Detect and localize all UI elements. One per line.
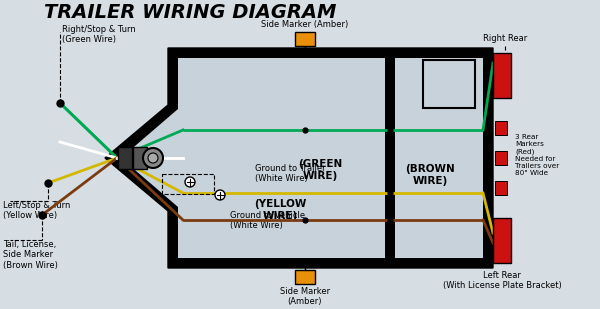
Bar: [295, 270, 315, 284]
Text: TRAILER WIRING DIAGRAM: TRAILER WIRING DIAGRAM: [44, 3, 336, 23]
Text: (GREEN
WIRE): (GREEN WIRE): [298, 159, 342, 181]
Text: (BROWN
WIRE): (BROWN WIRE): [405, 164, 455, 186]
Bar: [493, 218, 511, 263]
Bar: [495, 151, 507, 165]
Text: Right Rear: Right Rear: [483, 34, 527, 43]
Bar: [385, 58, 395, 258]
Polygon shape: [121, 58, 483, 258]
Text: Side Marker
(Amber): Side Marker (Amber): [280, 287, 330, 307]
Circle shape: [185, 177, 195, 187]
Text: Ground to Trailer
(White Wire): Ground to Trailer (White Wire): [255, 164, 326, 184]
Bar: [495, 181, 507, 195]
Circle shape: [215, 190, 225, 200]
Text: Tail, License,
Side Marker
(Brown Wire): Tail, License, Side Marker (Brown Wire): [3, 240, 58, 270]
Polygon shape: [105, 48, 493, 268]
Text: Left/Stop & Turn
(Yellow Wire): Left/Stop & Turn (Yellow Wire): [3, 201, 70, 220]
Circle shape: [148, 153, 158, 163]
Bar: [483, 48, 493, 268]
Text: 3 Rear
Markers
(Red)
Needed for
Trailers over
80" Wide: 3 Rear Markers (Red) Needed for Trailers…: [515, 134, 559, 176]
Bar: [118, 147, 132, 169]
Bar: [493, 53, 511, 98]
Text: Ground to Vehicle
(White Wire): Ground to Vehicle (White Wire): [230, 211, 305, 231]
Text: Right/Stop & Turn
(Green Wire): Right/Stop & Turn (Green Wire): [62, 25, 136, 44]
Text: Side Marker (Amber): Side Marker (Amber): [262, 20, 349, 29]
Bar: [495, 121, 507, 135]
Circle shape: [143, 148, 163, 168]
Text: (YELLOW
WIRE): (YELLOW WIRE): [254, 199, 306, 221]
Text: Left Rear
(With License Plate Bracket): Left Rear (With License Plate Bracket): [443, 271, 562, 290]
Bar: [133, 147, 147, 169]
Bar: [423, 60, 475, 108]
Bar: [295, 32, 315, 46]
